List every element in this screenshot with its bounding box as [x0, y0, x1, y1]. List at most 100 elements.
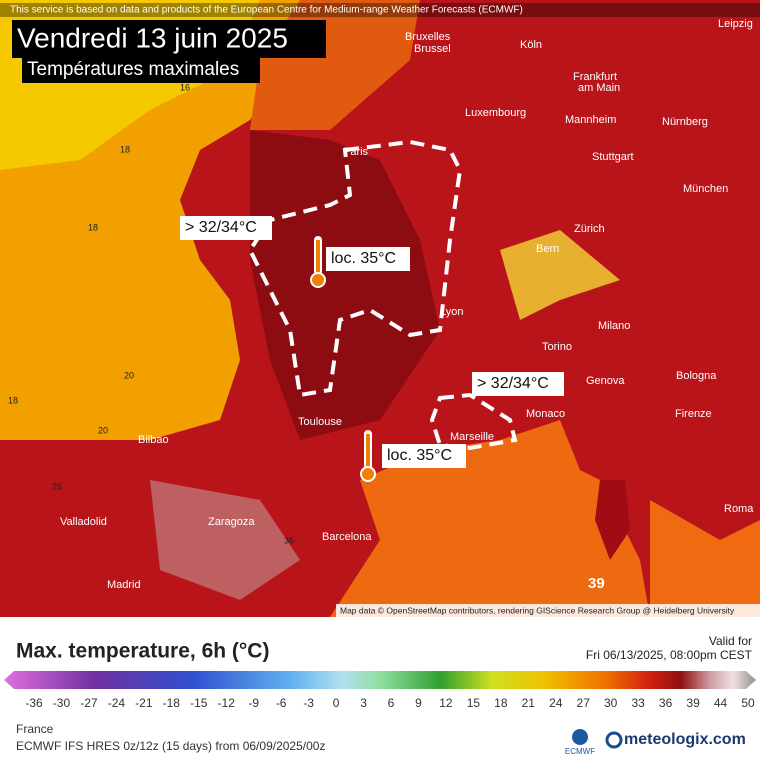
notice-bar	[0, 3, 760, 17]
annotation: > 32/34°C	[477, 375, 549, 392]
colorbar-tick-label: 50	[741, 696, 755, 710]
attribution-bg	[336, 604, 760, 617]
map-value: 20	[124, 370, 134, 380]
subtitle-box	[22, 57, 260, 83]
cities: Bruxelles Brussel Köln Leipzig Frankfurt…	[60, 18, 754, 591]
city: Brussel	[414, 43, 451, 55]
legend-title: Max. temperature, 6h (°C)	[16, 640, 269, 663]
colorbar-tick-label: -21	[135, 696, 153, 710]
mediterranean	[330, 420, 650, 617]
valid-label: Valid for	[709, 634, 752, 648]
colorbar-tick-label: 0	[333, 696, 340, 710]
colorbar-tick-label: -18	[163, 696, 181, 710]
city: Zaragoza	[208, 516, 255, 528]
city: Köln	[520, 39, 542, 51]
colorbar-tick-label: -6	[276, 696, 287, 710]
city: Toulouse	[298, 416, 342, 428]
city: Bruxelles	[405, 31, 451, 43]
city: Mannheim	[565, 114, 616, 126]
hot-zone	[250, 130, 440, 440]
city: Zürich	[574, 223, 605, 235]
city: Roma	[724, 503, 754, 515]
map-value: 16	[180, 82, 190, 92]
colorbar-tick-label: -36	[25, 696, 43, 710]
colorbar-tick-label: 15	[467, 696, 481, 710]
title: Vendredi 13 juin 2025	[17, 22, 288, 53]
colorbar-tick-label: -24	[108, 696, 126, 710]
colorbar-tick-label: -15	[190, 696, 208, 710]
colorbar-tick-label: -12	[218, 696, 236, 710]
map-values: 16 18 18 20 20 18 26 36 39	[8, 82, 605, 592]
ecmwf-label: ECMWF	[565, 747, 595, 756]
city: am Main	[578, 82, 620, 94]
tyrrhenian	[650, 500, 760, 617]
city: Madrid	[107, 579, 141, 591]
colorbar-tick-label: 44	[714, 696, 728, 710]
colorbar-tick-label: 24	[549, 696, 563, 710]
annotation-box	[326, 247, 410, 271]
city: Stuttgart	[592, 151, 634, 163]
city: Frankfurt	[573, 71, 617, 83]
annotation: loc. 35°C	[387, 447, 452, 464]
map-value: 18	[8, 395, 18, 405]
brand: meteologix.com	[624, 731, 746, 748]
city: Monaco	[526, 408, 565, 420]
city: Bilbao	[138, 434, 169, 446]
map-value: 39	[588, 575, 605, 592]
colorbar-tick-label: 33	[631, 696, 645, 710]
colorbar-tick-label: -30	[53, 696, 71, 710]
annotation-box	[382, 444, 466, 468]
colorbar-tick-label: -3	[303, 696, 314, 710]
city: München	[683, 183, 728, 195]
annotation-box	[472, 372, 564, 396]
subtitle: Températures maximales	[27, 59, 239, 80]
city: Luxembourg	[465, 107, 526, 119]
annotation-box	[180, 216, 272, 240]
colorbar-ticks: -36 -30 -27 -24 -21 -18 -15 -12 -9 -6 -3 0 3 6 9 12 15 18…	[25, 696, 755, 710]
attribution: Map data © OpenStreetMap contributors, r…	[340, 605, 735, 615]
colorbar-tick-label: 27	[577, 696, 591, 710]
colorbar-tick-label: 21	[522, 696, 536, 710]
city: Torino	[542, 341, 572, 353]
colorbar-tick-label: 12	[439, 696, 453, 710]
city: Paris	[343, 146, 369, 158]
colorbar-tick-label: 3	[360, 696, 367, 710]
colorbar	[4, 671, 756, 689]
city: Genova	[586, 375, 625, 387]
region: France	[16, 722, 54, 736]
annotation: > 32/34°C	[185, 219, 257, 236]
colorbar-tick-label: 9	[415, 696, 422, 710]
city: Milano	[598, 320, 630, 332]
corsica	[595, 480, 630, 560]
colorbar-tick-label: 18	[494, 696, 508, 710]
alps	[500, 230, 620, 320]
city: Bologna	[676, 370, 717, 382]
title-box	[12, 20, 326, 58]
map-value: 20	[98, 425, 108, 435]
colorbar-tick-label: 6	[388, 696, 395, 710]
iberia-hot	[150, 480, 300, 600]
map-value: 18	[120, 144, 130, 154]
colorbar-tick-label: -9	[248, 696, 259, 710]
city: Nürnberg	[662, 116, 708, 128]
city: Bern	[536, 243, 559, 255]
warning-outlines	[247, 139, 518, 451]
brand-logo	[605, 731, 623, 749]
city: Valladolid	[60, 516, 107, 528]
map-value: 26	[52, 481, 62, 491]
model: ECMWF IFS HRES 0z/12z (15 days) from 06/…	[16, 739, 325, 753]
map-value: 18	[88, 222, 98, 232]
colorbar-tick-label: 30	[604, 696, 618, 710]
thermometer	[360, 430, 376, 482]
city: Marseille	[450, 431, 494, 443]
map-value: 36	[284, 535, 294, 545]
thermometer	[310, 236, 326, 288]
city: Lyon	[440, 306, 463, 318]
colorbar-tick-label: -27	[80, 696, 98, 710]
ecmwf-logo	[572, 729, 588, 745]
colorbar-tick-label: 39	[686, 696, 700, 710]
notice: This service is based on data and produc…	[10, 5, 523, 16]
city: Barcelona	[322, 531, 372, 543]
